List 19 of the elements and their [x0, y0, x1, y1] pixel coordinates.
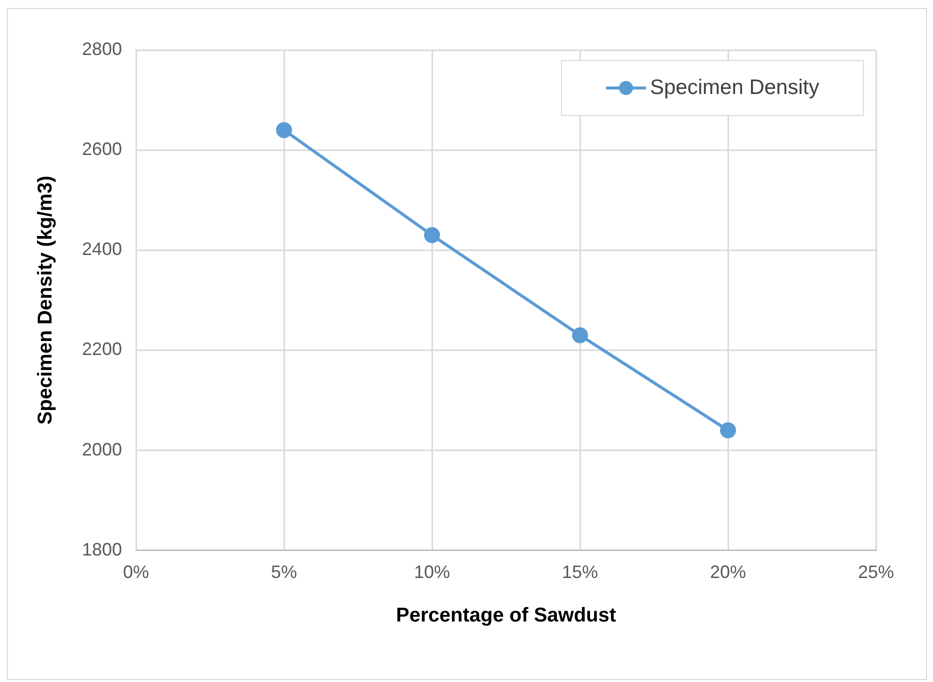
point: [720, 422, 736, 438]
legend-label: Specimen Density: [650, 76, 820, 100]
y-tick-label: 2000: [82, 439, 122, 460]
x-tick-label: 20%: [710, 562, 746, 582]
x-tick-label: 25%: [858, 562, 894, 582]
y-tick-label: 2600: [82, 139, 122, 160]
y-axis-title: Specimen Density (kg/m3): [34, 176, 57, 425]
x-tick-label: 10%: [414, 562, 450, 582]
point: [572, 327, 588, 344]
y-tick-label: 2200: [82, 339, 122, 360]
point: [276, 122, 292, 138]
point: [424, 227, 440, 244]
x-axis-title: Percentage of Sawdust: [396, 604, 616, 627]
x-tick-label: 15%: [562, 562, 598, 582]
x-tick-label: 0%: [123, 562, 150, 582]
y-tick-label: 2800: [82, 38, 122, 59]
y-tick-label: 2400: [82, 239, 122, 260]
x-tick-label: 5%: [271, 562, 298, 582]
y-tick-label: 1800: [82, 539, 122, 560]
